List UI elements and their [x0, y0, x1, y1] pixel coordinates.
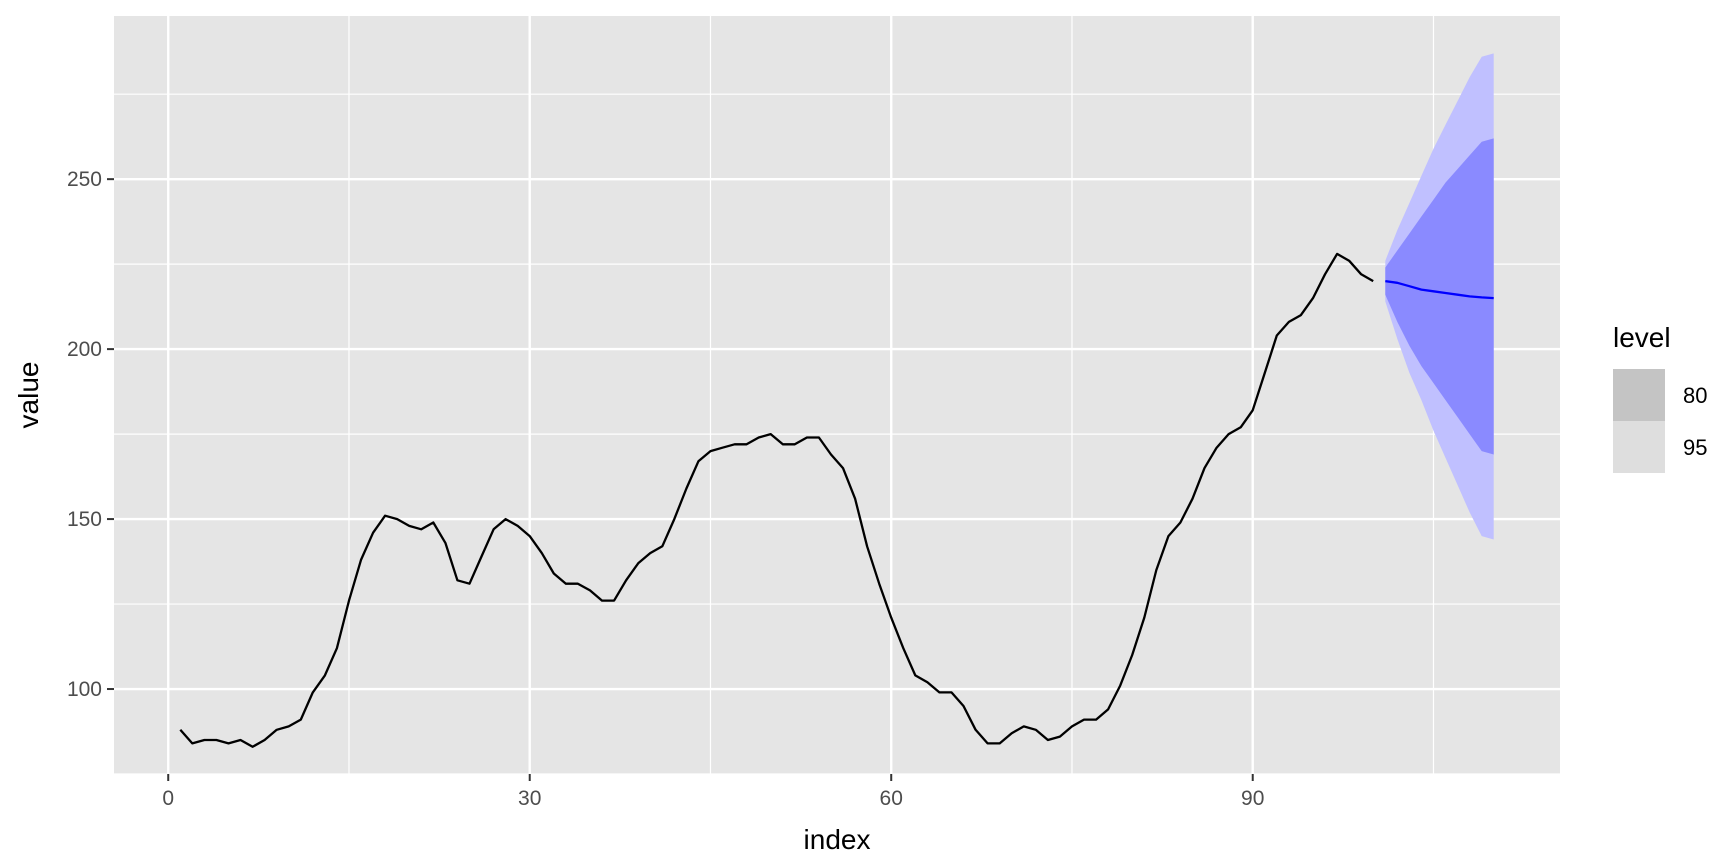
minor-gridlines [114, 16, 1560, 775]
x-tick-label: 30 [518, 787, 541, 810]
history-line [179, 252, 1374, 748]
legend-title: level [1613, 322, 1671, 353]
x-tick-label: 0 [162, 787, 174, 810]
y-axis-title: value [13, 362, 44, 429]
x-tick-label: 90 [1241, 787, 1264, 810]
y-tick-label: 200 [67, 338, 102, 361]
x-axis-title: index [804, 824, 871, 855]
axes: 0 30 60 90 100 150 200 250 [67, 168, 1264, 810]
y-tick-label: 100 [67, 678, 102, 701]
forecast-mean-line [1385, 279, 1494, 300]
x-tick-label: 60 [880, 787, 903, 810]
major-gridlines [114, 16, 1560, 774]
legend-label-95: 95 [1683, 435, 1707, 460]
legend-key-95 [1613, 421, 1665, 473]
forecast-bands [1385, 53, 1494, 540]
y-tick-label: 250 [67, 168, 102, 191]
series-lines [179, 252, 1494, 748]
legend-key-80 [1613, 369, 1665, 421]
legend: level 80 95 [1613, 322, 1707, 473]
legend-label-80: 80 [1683, 383, 1707, 408]
y-tick-label: 150 [67, 508, 102, 531]
plot-panel [114, 16, 1560, 774]
band-80 [1385, 138, 1494, 455]
